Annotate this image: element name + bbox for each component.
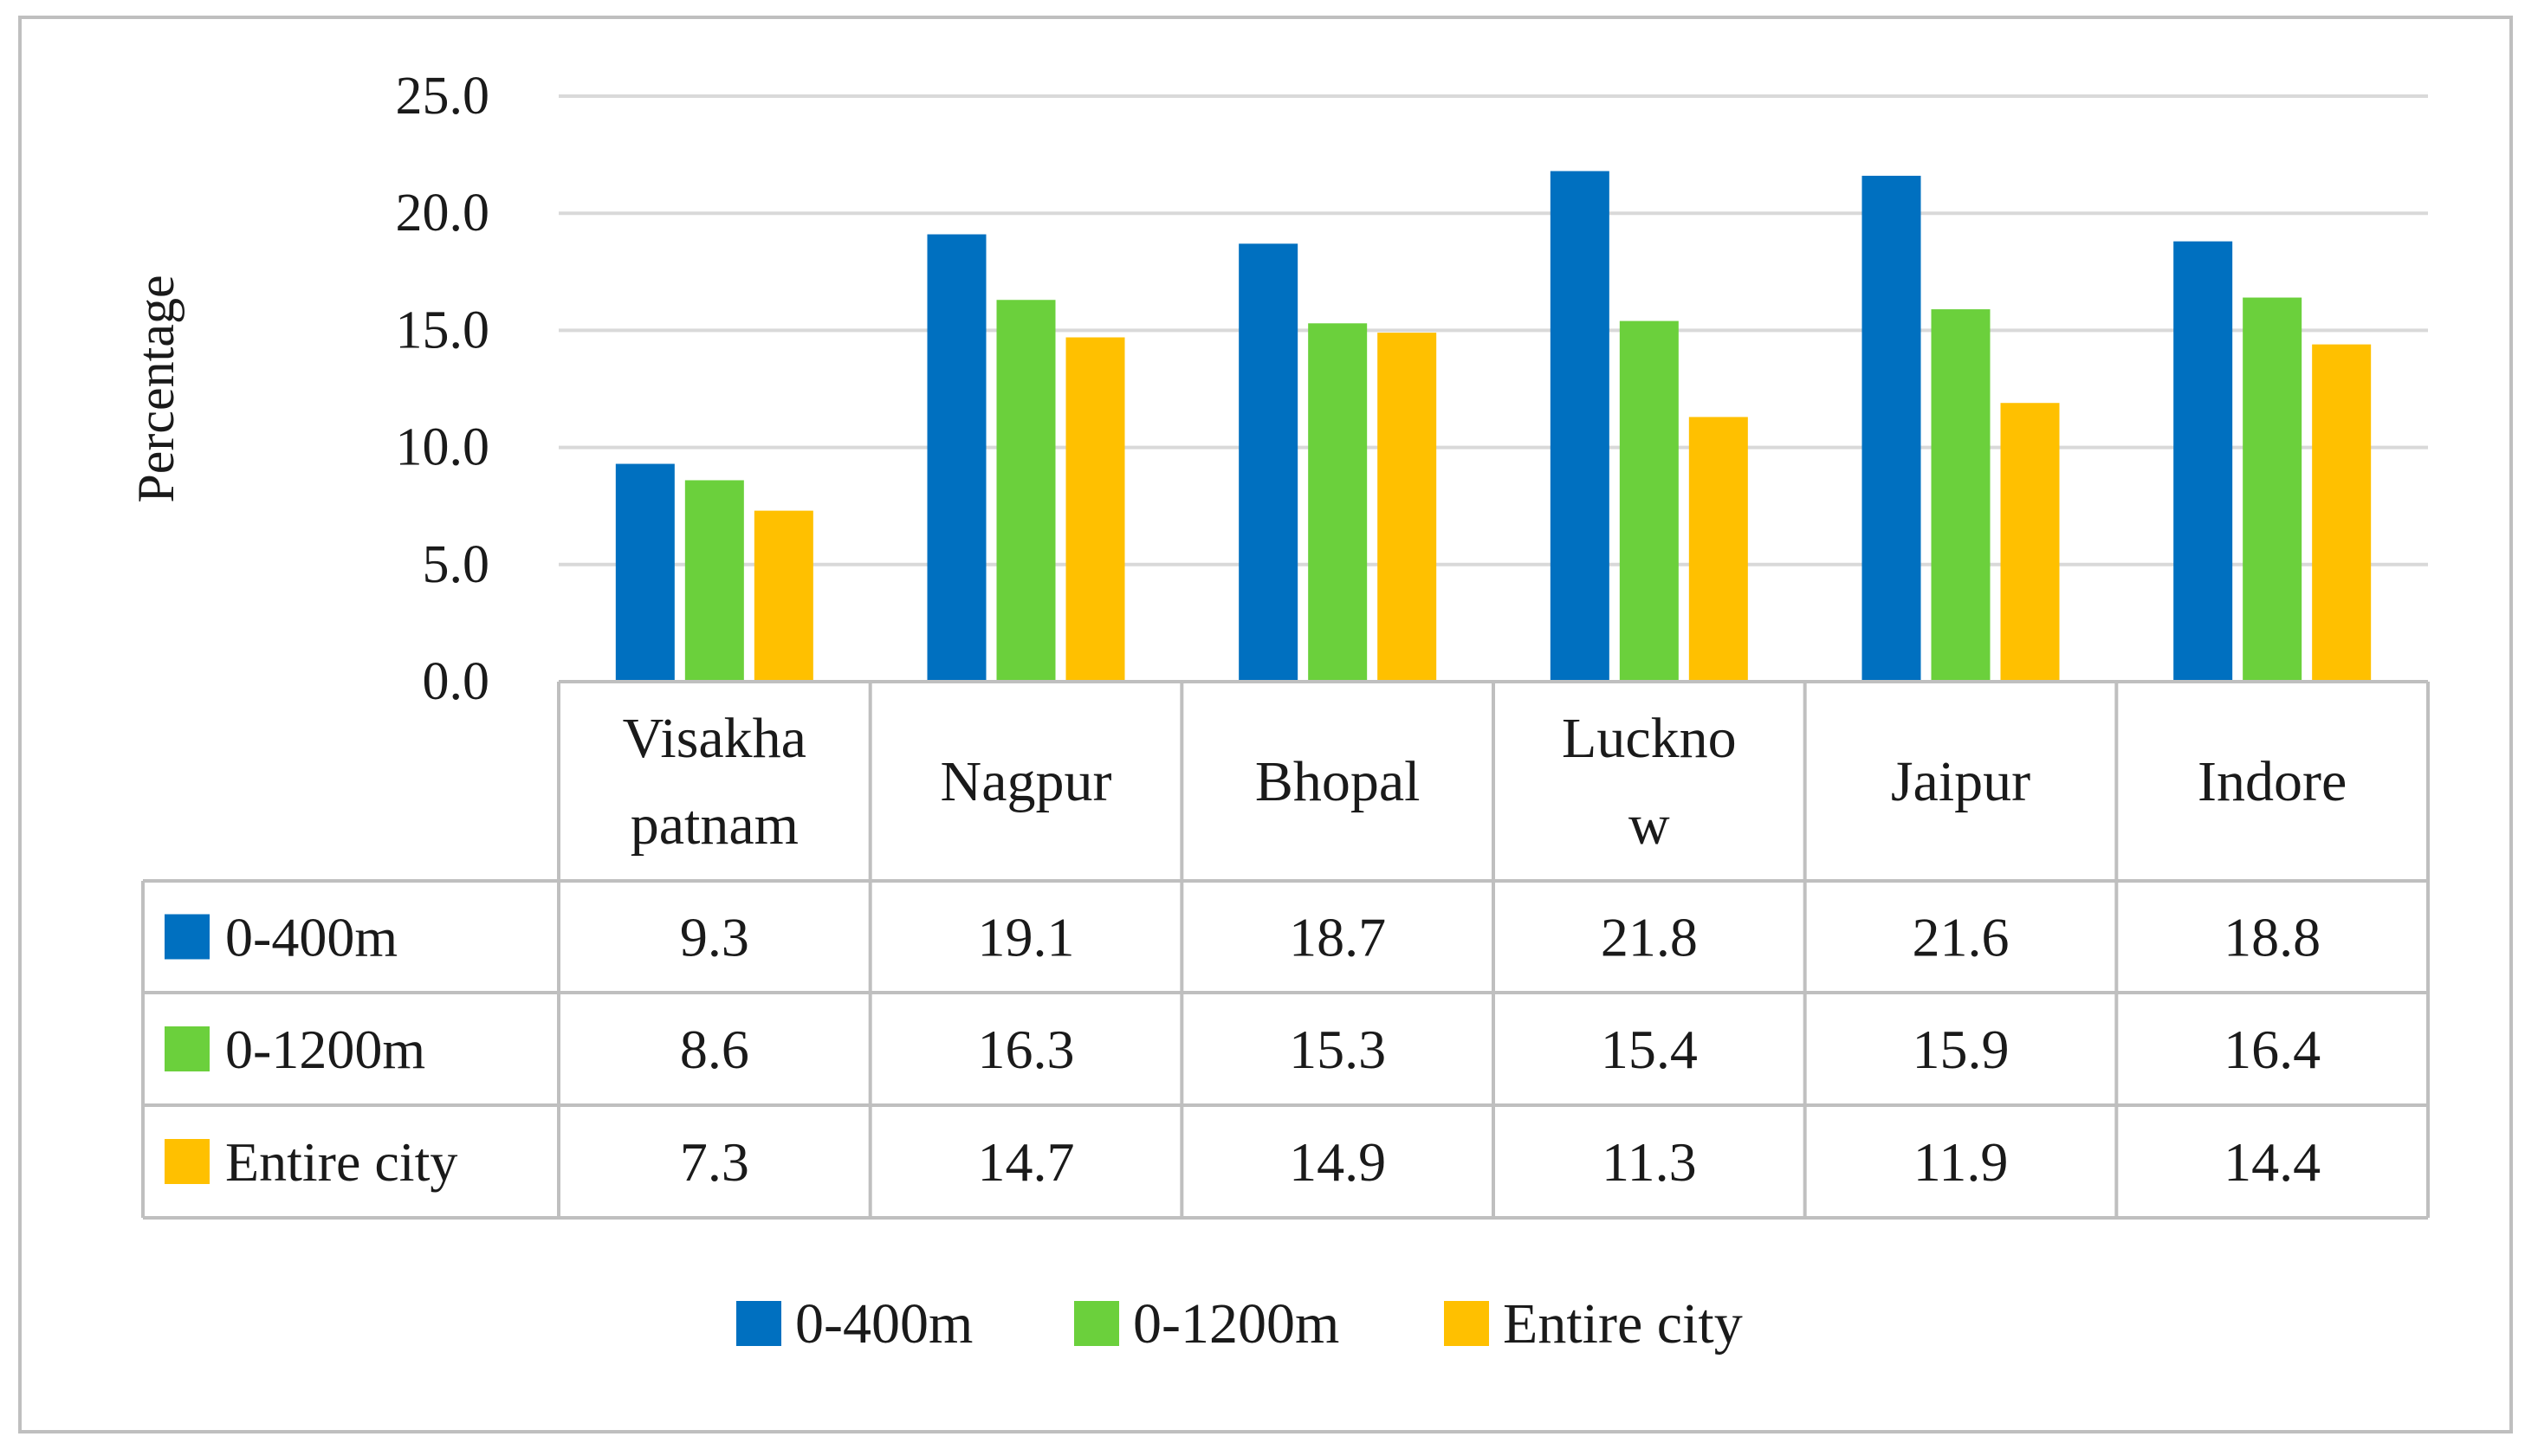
y-axis-title: Percentage: [127, 275, 185, 502]
y-tick-label: 20.0: [396, 184, 490, 243]
legend-swatch: [1074, 1301, 1119, 1346]
y-tick-label: 25.0: [396, 67, 490, 126]
table-cell-value: 7.3: [680, 1131, 749, 1193]
y-tick-label: 0.0: [423, 652, 490, 711]
table-cell-value: 8.6: [680, 1019, 749, 1080]
y-tick-label: 5.0: [423, 535, 490, 594]
category-label: Jaipur: [1891, 750, 2030, 813]
table-cell-value: 18.7: [1289, 907, 1386, 968]
table-row-label: 0-400m: [225, 907, 398, 968]
table-row-label: Entire city: [225, 1131, 457, 1193]
table-cell-value: 18.8: [2224, 907, 2321, 968]
bar: [1239, 243, 1298, 682]
table-cell-value: 16.3: [978, 1019, 1075, 1080]
bars: [615, 171, 2372, 682]
table-cell-value: 21.8: [1601, 907, 1698, 968]
bar: [1065, 337, 1125, 682]
legend-label: 0-400m: [795, 1292, 973, 1356]
table-cell-value: 14.4: [2224, 1131, 2321, 1193]
bar: [2312, 344, 2372, 682]
legend-label: Entire city: [1503, 1292, 1743, 1356]
bar: [1619, 320, 1679, 682]
legend-label: 0-1200m: [1133, 1292, 1339, 1356]
bar: [615, 463, 675, 682]
category-label: Indore: [2198, 750, 2347, 813]
bar: [1931, 309, 1991, 682]
bar: [2173, 241, 2233, 682]
table-cell-value: 21.6: [1913, 907, 2010, 968]
category-label: Luckno: [1562, 707, 1737, 770]
bar: [1308, 323, 1368, 682]
bar: [2243, 297, 2302, 682]
bar: [684, 480, 744, 682]
data-table: Visakha patnam Nagpur Bhopal Luckno w Jaipur In…: [141, 680, 2430, 1220]
legend-swatch: [736, 1301, 781, 1346]
bar: [754, 510, 813, 682]
bar: [2000, 403, 2060, 682]
category-label: patnam: [631, 793, 799, 857]
table-cell-value: 15.3: [1289, 1019, 1386, 1080]
bar: [1550, 171, 1609, 682]
category-label: Nagpur: [941, 750, 1112, 813]
table-cell-value: 11.3: [1602, 1131, 1697, 1193]
table-cell-value: 11.9: [1913, 1131, 2009, 1193]
bar: [927, 234, 987, 682]
table-legend-key: [165, 1139, 210, 1184]
y-axis: 0.0 5.0 10.0 15.0 20.0 25.0 Percentage: [127, 67, 489, 711]
category-label: w: [1628, 793, 1670, 857]
table-cell-value: 9.3: [680, 907, 749, 968]
table-cell-value: 15.4: [1601, 1019, 1698, 1080]
bar: [1377, 333, 1437, 682]
bar: [996, 300, 1056, 682]
legend-swatch: [1444, 1301, 1489, 1346]
legend: 0-400m 0-1200m Entire city: [736, 1292, 1743, 1356]
table-row-label: 0-1200m: [225, 1019, 425, 1080]
table-legend-key: [165, 914, 210, 960]
table-legend-key: [165, 1026, 210, 1071]
category-label: Visakha: [623, 707, 806, 770]
bar: [1688, 417, 1748, 682]
table-cell-value: 15.9: [1913, 1019, 2010, 1080]
chart-frame: [18, 16, 2513, 1433]
table-cell-value: 16.4: [2224, 1019, 2321, 1080]
bar: [1861, 175, 1921, 682]
y-tick-label: 15.0: [396, 301, 490, 359]
table-cell-value: 19.1: [978, 907, 1075, 968]
y-tick-label: 10.0: [396, 418, 490, 477]
table-cell-value: 14.9: [1289, 1131, 1386, 1193]
gridlines: [559, 94, 2428, 566]
table-cell-value: 14.7: [978, 1131, 1075, 1193]
category-label: Bhopal: [1255, 750, 1421, 813]
